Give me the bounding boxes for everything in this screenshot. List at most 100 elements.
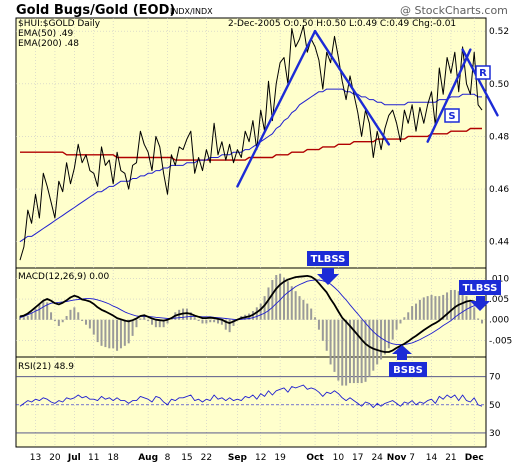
price-line	[19, 25, 483, 261]
histogram-bar	[469, 299, 472, 320]
s-label: S	[448, 111, 455, 122]
histogram-bar	[411, 306, 414, 320]
histogram-bar	[481, 319, 483, 324]
histogram-bar	[53, 319, 56, 321]
histogram-bar	[143, 316, 146, 320]
histogram-bar	[442, 294, 445, 320]
bsbs-label: BSBS	[393, 365, 423, 376]
x-tick-label: 18	[107, 453, 119, 463]
up-arrow-icon	[392, 345, 412, 360]
y-tick-label: 30	[489, 429, 501, 439]
histogram-bar	[317, 319, 320, 330]
histogram-bar	[154, 319, 157, 328]
histogram-bar	[426, 296, 429, 320]
histogram-bar	[185, 308, 188, 320]
histogram-bar	[232, 319, 235, 326]
histogram-bar	[213, 319, 216, 323]
bsbs-box	[389, 362, 427, 377]
histogram-bar	[119, 319, 122, 349]
x-tick-label: 14	[426, 453, 438, 463]
histogram-bar	[329, 319, 332, 365]
histogram-bar	[255, 307, 258, 320]
x-tick-label: 13	[30, 453, 41, 463]
histogram-bar	[337, 319, 340, 381]
annotation-layer: TLBSS TLBSS BSBS R S	[307, 65, 501, 377]
histogram-bar	[310, 308, 313, 320]
histogram-bar	[61, 319, 64, 323]
histogram-bar	[395, 319, 398, 330]
down-arrow-icon	[470, 296, 490, 311]
tlbss-label-2: TLBSS	[463, 283, 498, 294]
histogram-bar	[333, 319, 336, 372]
histogram-bar	[349, 319, 351, 384]
histogram-bar	[158, 319, 161, 328]
histogram-bar	[473, 307, 476, 320]
histogram-bar	[259, 303, 262, 320]
histogram-bar	[399, 319, 402, 324]
histogram-bar	[88, 319, 91, 329]
ema50-line	[19, 88, 482, 243]
histogram-bar	[391, 319, 394, 340]
x-tick-label: 8	[165, 453, 171, 463]
histogram-bar	[100, 319, 103, 346]
histogram-bar	[415, 303, 417, 320]
signal-line	[19, 279, 483, 346]
y-tick-label: -.005	[489, 336, 512, 346]
histogram-bar	[50, 312, 53, 320]
y-tick-label: .000	[489, 316, 509, 326]
histogram-bar	[341, 319, 344, 386]
x-tick-label: 20	[49, 453, 61, 463]
histogram-bar	[193, 317, 196, 320]
down-arrow-icon	[317, 268, 339, 285]
histogram-bar	[147, 319, 150, 321]
histogram-bar	[372, 319, 375, 371]
y-tick-label: 0.50	[489, 80, 509, 90]
histogram-bar	[209, 319, 212, 323]
x-tick-label: 17	[352, 453, 363, 463]
trendline	[461, 48, 499, 117]
histogram-bar	[81, 319, 84, 321]
series-layer	[19, 25, 499, 409]
y-tick-label: .010	[489, 274, 509, 284]
histogram-bar	[38, 303, 41, 320]
histogram-bar	[73, 307, 76, 320]
x-tick-label: 21	[445, 453, 456, 463]
legend-ema50: EMA(50) .49	[18, 29, 74, 39]
y-tick-label: 0.48	[489, 132, 509, 142]
y-tick-label: 0.44	[489, 238, 509, 248]
histogram-bar	[360, 319, 363, 384]
y-tick-label: .005	[489, 295, 509, 305]
histogram-bar	[418, 299, 421, 320]
x-tick-label: 12	[255, 453, 266, 463]
histogram-bar	[461, 293, 464, 320]
histogram-bar	[205, 319, 208, 324]
histogram-bar	[162, 319, 165, 328]
x-tick-label: 15	[181, 453, 192, 463]
histogram-bar	[283, 277, 285, 320]
histogram-bar	[387, 319, 390, 349]
x-tick-label: Oct	[306, 453, 324, 463]
histogram-bar	[96, 319, 99, 343]
histogram-bar	[325, 319, 328, 351]
x-tick-label: Dec	[465, 453, 484, 463]
histogram-bar	[321, 319, 324, 341]
histogram-bar	[131, 319, 134, 336]
r-box	[475, 65, 491, 80]
trendline	[236, 29, 317, 188]
histogram-bar	[453, 289, 456, 320]
histogram-bar	[434, 296, 437, 320]
legend-rsi: RSI(21) 48.9	[18, 362, 74, 372]
histogram-bar	[34, 308, 37, 320]
trendline	[313, 29, 391, 146]
histogram-bar	[127, 319, 130, 344]
histogram-bar	[298, 296, 301, 320]
price-panel	[15, 17, 487, 269]
histogram-bar	[271, 280, 274, 320]
s-box	[444, 108, 460, 123]
x-tick-label: Jul	[67, 453, 81, 463]
histogram-bar	[201, 319, 204, 324]
histogram-bar	[228, 319, 231, 333]
histogram-bar	[449, 289, 452, 320]
histogram-bar	[151, 319, 153, 325]
x-tick-label: Nov	[387, 453, 407, 463]
